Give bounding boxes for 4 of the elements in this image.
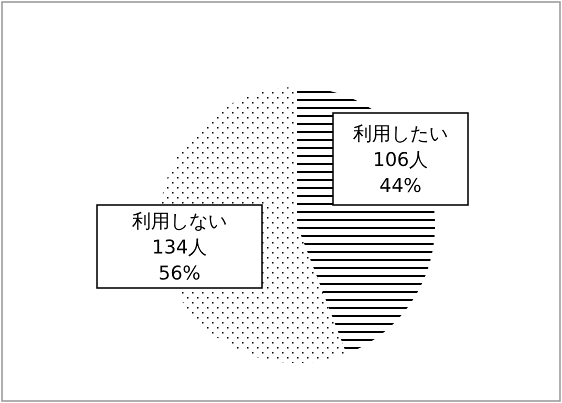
slice-label: 利用しない: [132, 210, 227, 232]
data-label: 106人 44%: [372, 149, 428, 197]
slice-label: 利用したい: [353, 123, 448, 145]
data-label: 134人 56%: [152, 236, 208, 284]
